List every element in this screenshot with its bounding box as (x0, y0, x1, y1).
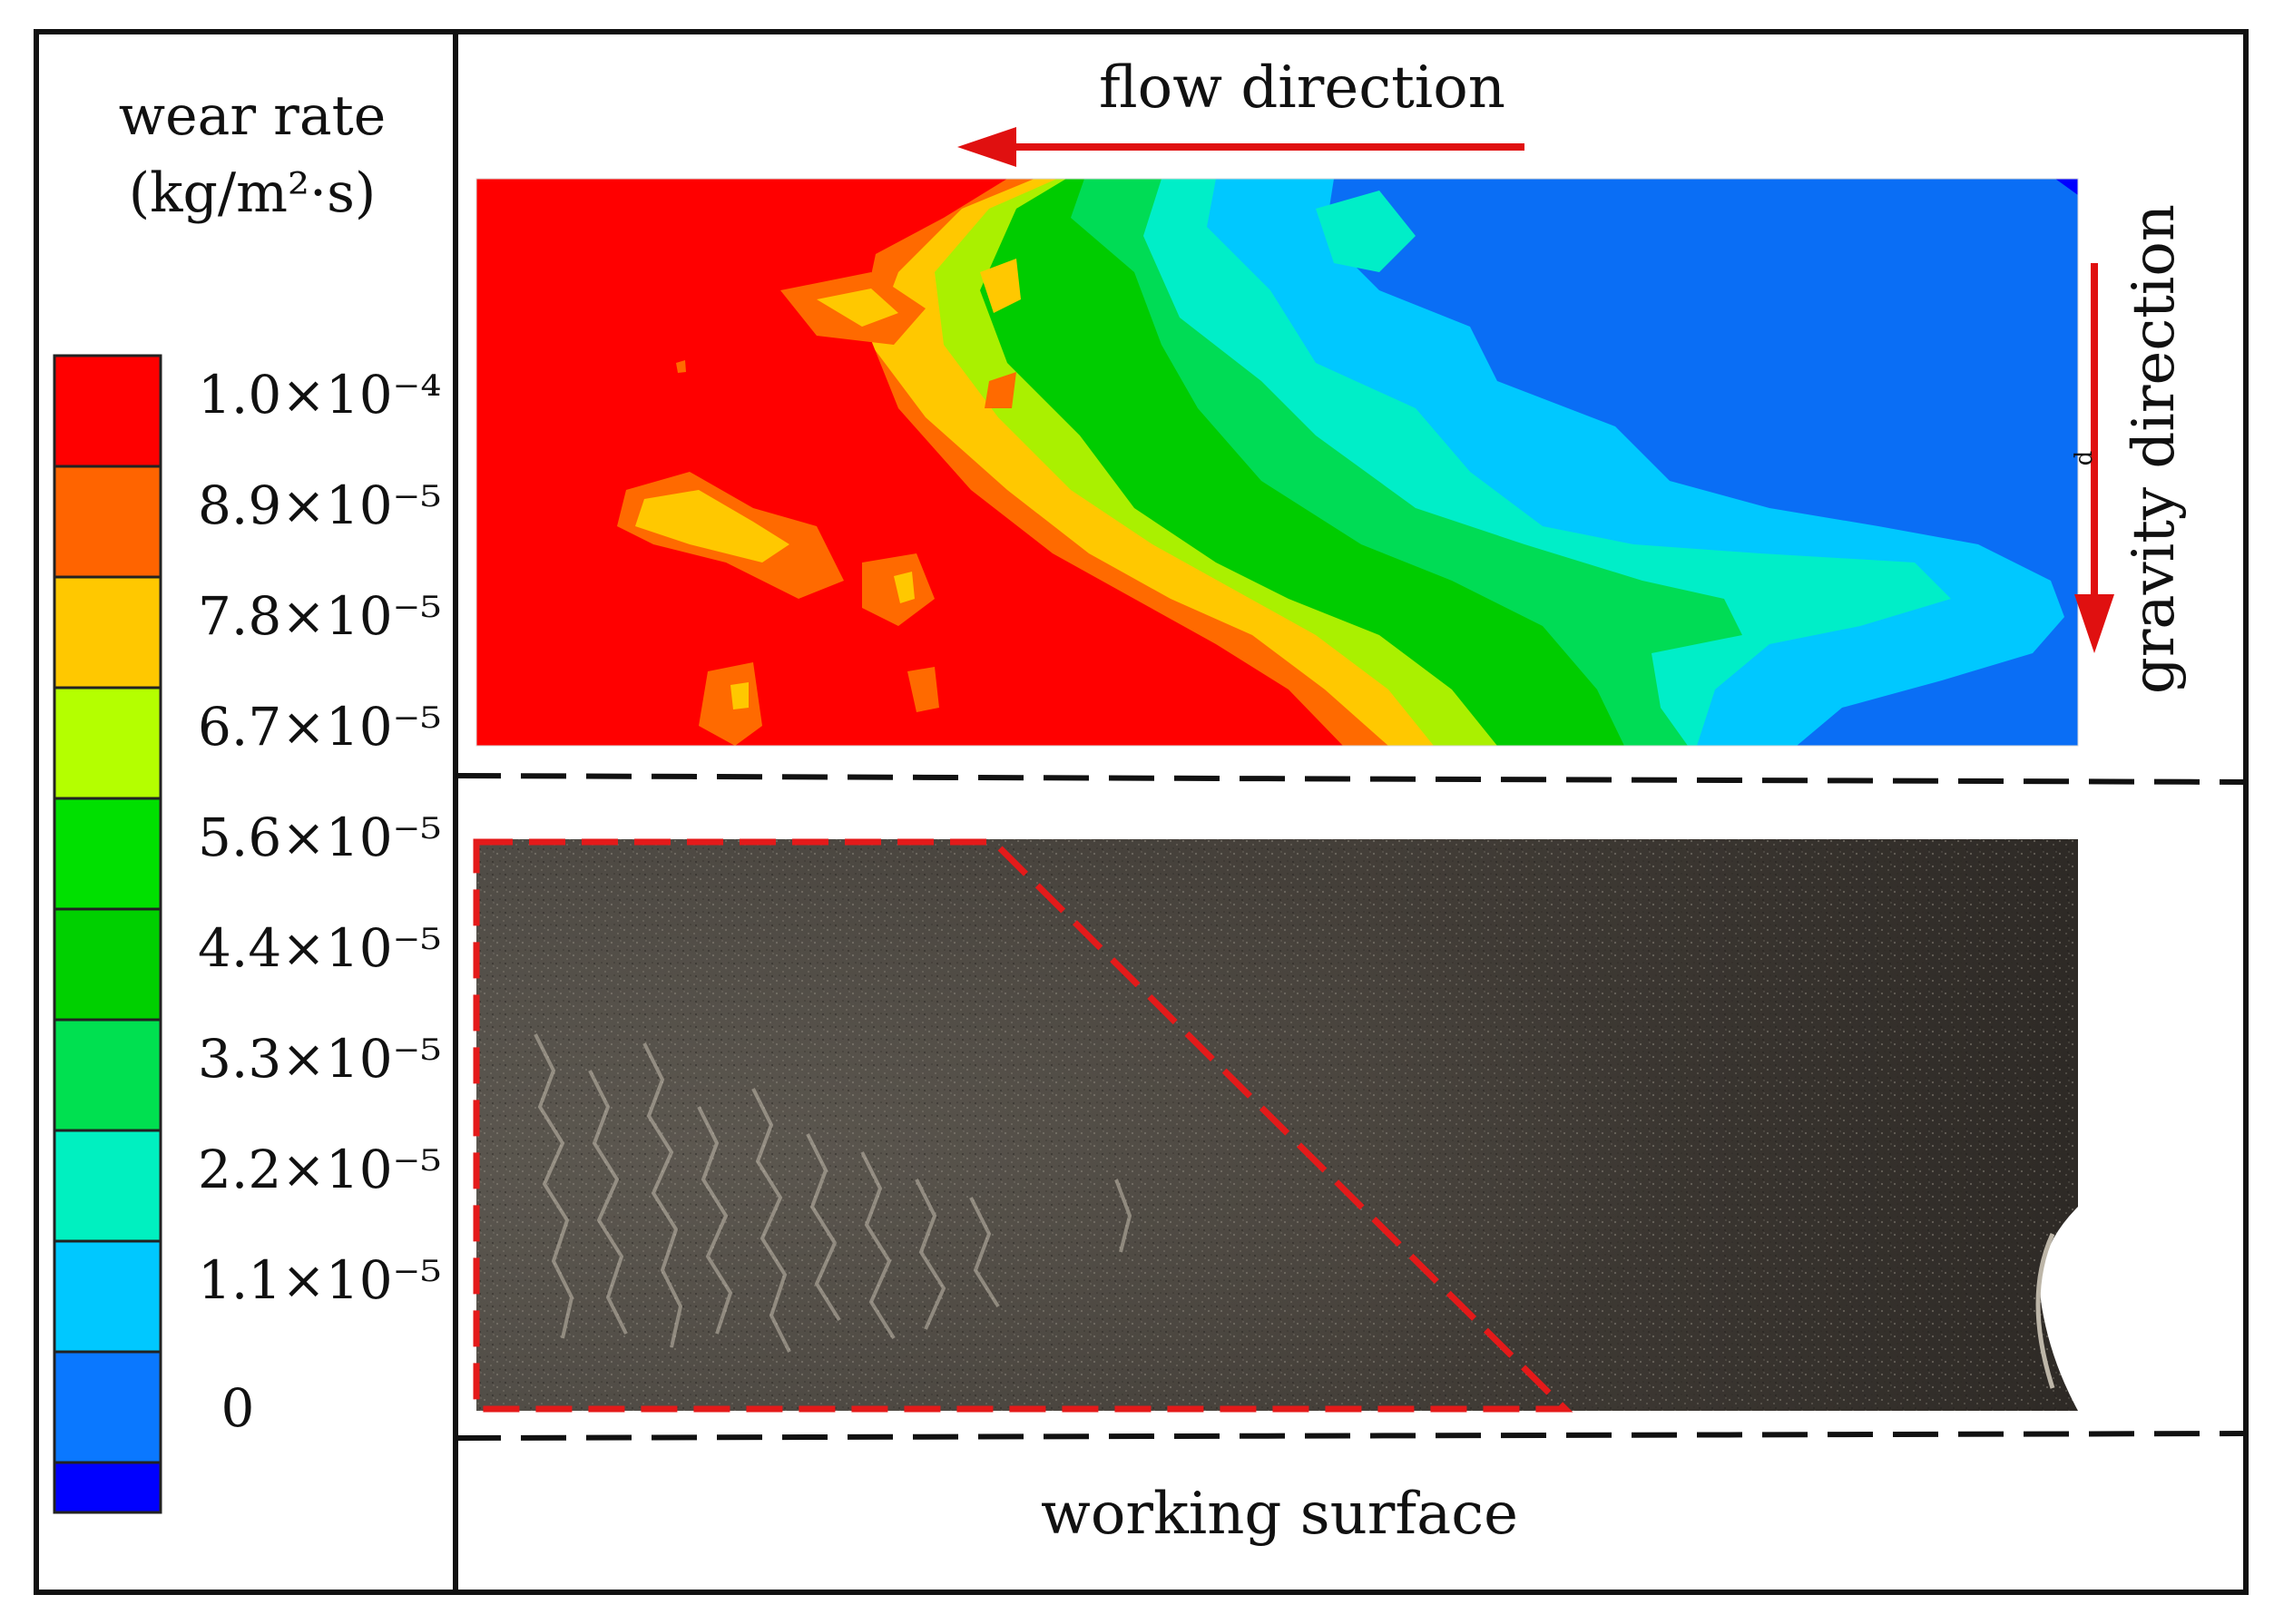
worn-region-outline (473, 838, 1573, 1413)
legend-tick-label: 0 (221, 1377, 255, 1439)
separator-upper-dashed (455, 773, 2247, 785)
separator-lower-dashed (455, 1431, 2247, 1441)
legend-tick-label: 2.2×10⁻⁵ (198, 1139, 442, 1200)
legend-swatch (53, 354, 162, 468)
legend-swatch (53, 1350, 162, 1464)
legend-swatch (53, 686, 162, 800)
legend-swatch (53, 907, 162, 1022)
legend-tick-label: 5.6×10⁻⁵ (198, 807, 442, 868)
legend-tick-label: 6.7×10⁻⁵ (198, 696, 442, 758)
outer-frame (34, 29, 2249, 1595)
legend: wear rate (kg/m²·s) 1.0×10⁻⁴ 8.9×10⁻⁵ 7.8×… (53, 84, 442, 1514)
legend-tick-label: 1.0×10⁻⁴ (198, 364, 442, 426)
working-surface-label: working surface (1041, 1481, 1518, 1548)
legend-swatch (53, 797, 162, 911)
gravity-marker-label: d (2071, 451, 2098, 466)
wear-ripples (534, 1033, 1132, 1353)
contour-level-red (476, 179, 1343, 746)
legend-swatch (53, 1461, 162, 1514)
legend-swatch (53, 575, 162, 690)
flow-direction-arrow (957, 127, 1524, 167)
legend-tick-labels: 1.0×10⁻⁴ 8.9×10⁻⁵ 7.8×10⁻⁵ 6.7×10⁻⁵ 5.6×10⁻⁵… (198, 364, 442, 1439)
legend-swatch (53, 1018, 162, 1132)
legend-tick-label: 4.4×10⁻⁵ (198, 917, 442, 979)
legend-tick-label: 8.9×10⁻⁵ (198, 474, 442, 536)
gravity-direction-label: gravity direction (2121, 204, 2188, 694)
legend-title-line2: (kg/m²·s) (129, 161, 377, 225)
flow-direction-label: flow direction (1099, 54, 1505, 122)
legend-tick-label: 3.3×10⁻⁵ (198, 1028, 442, 1090)
legend-title-line1: wear rate (119, 84, 386, 148)
legend-colorbar (53, 354, 162, 1514)
gravity-direction-arrow (2074, 263, 2114, 653)
legend-swatch (53, 465, 162, 579)
legend-swatch (53, 1129, 162, 1243)
wear-contour-map (476, 179, 2078, 746)
specimen-notch (2040, 1207, 2078, 1411)
legend-tick-label: 7.8×10⁻⁵ (198, 585, 442, 647)
legend-swatch (53, 1239, 162, 1354)
legend-tick-label: 1.1×10⁻⁵ (198, 1249, 442, 1311)
